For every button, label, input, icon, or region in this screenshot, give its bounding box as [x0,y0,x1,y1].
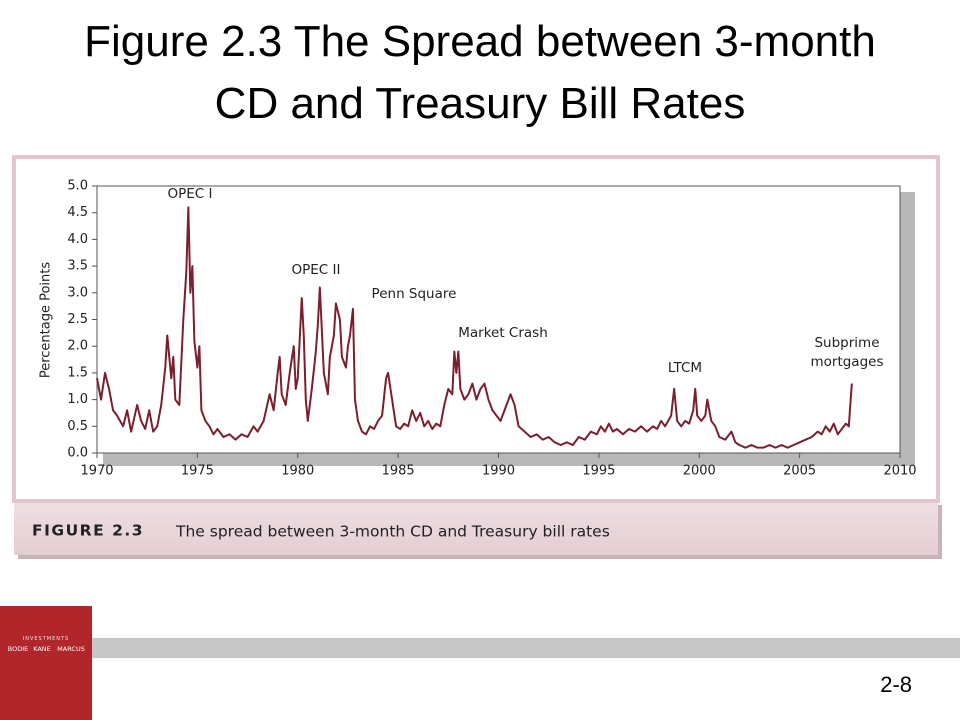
y-tick-label: 3.0 [67,285,88,300]
y-tick-label: 1.0 [67,392,88,407]
y-tick-label: 1.5 [67,365,88,380]
caption-label: FIGURE 2.3 [32,522,144,540]
x-tick-label: 1995 [582,464,615,479]
y-tick-label: 4.0 [67,232,88,247]
logo-author: MARCUS [57,645,85,653]
x-tick-label: 1980 [281,464,314,479]
y-tick-label: 3.5 [67,259,88,274]
footer-band [92,638,960,658]
annotation: Market Crash [458,325,548,341]
x-tick-label: 1990 [482,464,515,479]
y-tick-label: 2.0 [67,339,88,354]
page-number: 2-8 [880,672,912,697]
caption-bar [14,503,938,555]
y-tick-label: 0.0 [67,446,88,461]
slide-title: Figure 2.3 The Spread between 3-month [84,17,876,66]
x-tick-label: 2005 [783,464,816,479]
y-tick-label: 5.0 [67,179,88,194]
annotation: OPEC II [292,262,341,278]
y-tick-label: 4.5 [67,205,88,220]
y-axis-label: Percentage Points [39,262,54,379]
annotation: Penn Square [372,286,457,302]
plot-area [96,185,901,454]
y-tick-label: 0.5 [67,419,88,434]
annotation: LTCM [668,360,702,376]
annotation: mortgages [810,354,883,370]
data-line [96,206,853,449]
x-tick-label: 2010 [883,464,916,479]
annotation: Subprime [814,335,879,351]
x-tick-label: 2000 [683,464,716,479]
x-tick-label: 1985 [382,464,415,479]
slide-title: CD and Treasury Bill Rates [215,79,746,128]
annotation: OPEC I [168,186,213,202]
logo-series: INVESTMENTS [23,636,69,642]
logo-author: KANE [33,645,51,653]
x-tick-label: 1970 [80,464,113,479]
x-tick-label: 1975 [181,464,214,479]
logo-author: BODIE [8,645,29,653]
y-tick-label: 2.5 [67,312,88,327]
book-logo [0,606,92,720]
caption: The spread between 3-month CD and Treasu… [175,523,610,541]
